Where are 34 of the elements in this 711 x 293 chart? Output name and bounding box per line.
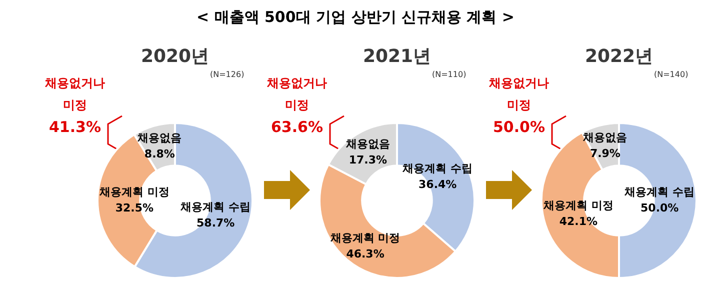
data-label: 17.3% bbox=[348, 153, 388, 166]
slice-label: 채용계획 미정 bbox=[98, 186, 170, 199]
slice-label: 채용없음 bbox=[136, 131, 182, 144]
data-label: 7.9% bbox=[590, 146, 620, 160]
text: < 매출액 500대 기업 상반기 신규채용 계획 > bbox=[195, 8, 516, 27]
data-label: 8.8% bbox=[144, 147, 175, 160]
chart-title: 2021년 bbox=[362, 45, 432, 68]
chart-title: 2022년 bbox=[584, 45, 654, 68]
slice-label: 채용계획 수립 bbox=[180, 200, 251, 214]
text: 미정 bbox=[284, 97, 310, 114]
data-label: 50.0% bbox=[640, 201, 679, 214]
slice-label: 채용계획 미정 bbox=[329, 232, 400, 245]
data-label: 42.1% bbox=[559, 215, 598, 228]
slice-label: 채용없음 bbox=[582, 130, 628, 144]
text: 채용없거나 bbox=[44, 75, 106, 92]
text: 미정 bbox=[62, 97, 88, 114]
slice-label: 채용계획 수립 bbox=[402, 162, 473, 176]
text: 63.6% bbox=[270, 117, 324, 138]
text: 50.0% bbox=[492, 117, 546, 138]
slice-label: 채용없음 bbox=[344, 137, 390, 150]
chart-title: 2020년 bbox=[140, 45, 210, 68]
text: 채용없거나 bbox=[266, 75, 328, 92]
text: (N=126) bbox=[210, 70, 244, 79]
text: 41.3% bbox=[48, 117, 102, 138]
data-label: 58.7% bbox=[196, 216, 235, 230]
text: (N=140) bbox=[654, 70, 688, 79]
text: 미정 bbox=[506, 97, 532, 114]
text: 채용없거나 bbox=[488, 75, 550, 92]
slice-label: 채용계획 미정 bbox=[542, 199, 614, 212]
data-label: 36.4% bbox=[418, 178, 457, 192]
slice-label: 채용계획 수립 bbox=[624, 185, 695, 198]
data-label: 32.5% bbox=[115, 202, 154, 215]
data-label: 46.3% bbox=[346, 248, 384, 261]
text: (N=110) bbox=[432, 70, 466, 79]
